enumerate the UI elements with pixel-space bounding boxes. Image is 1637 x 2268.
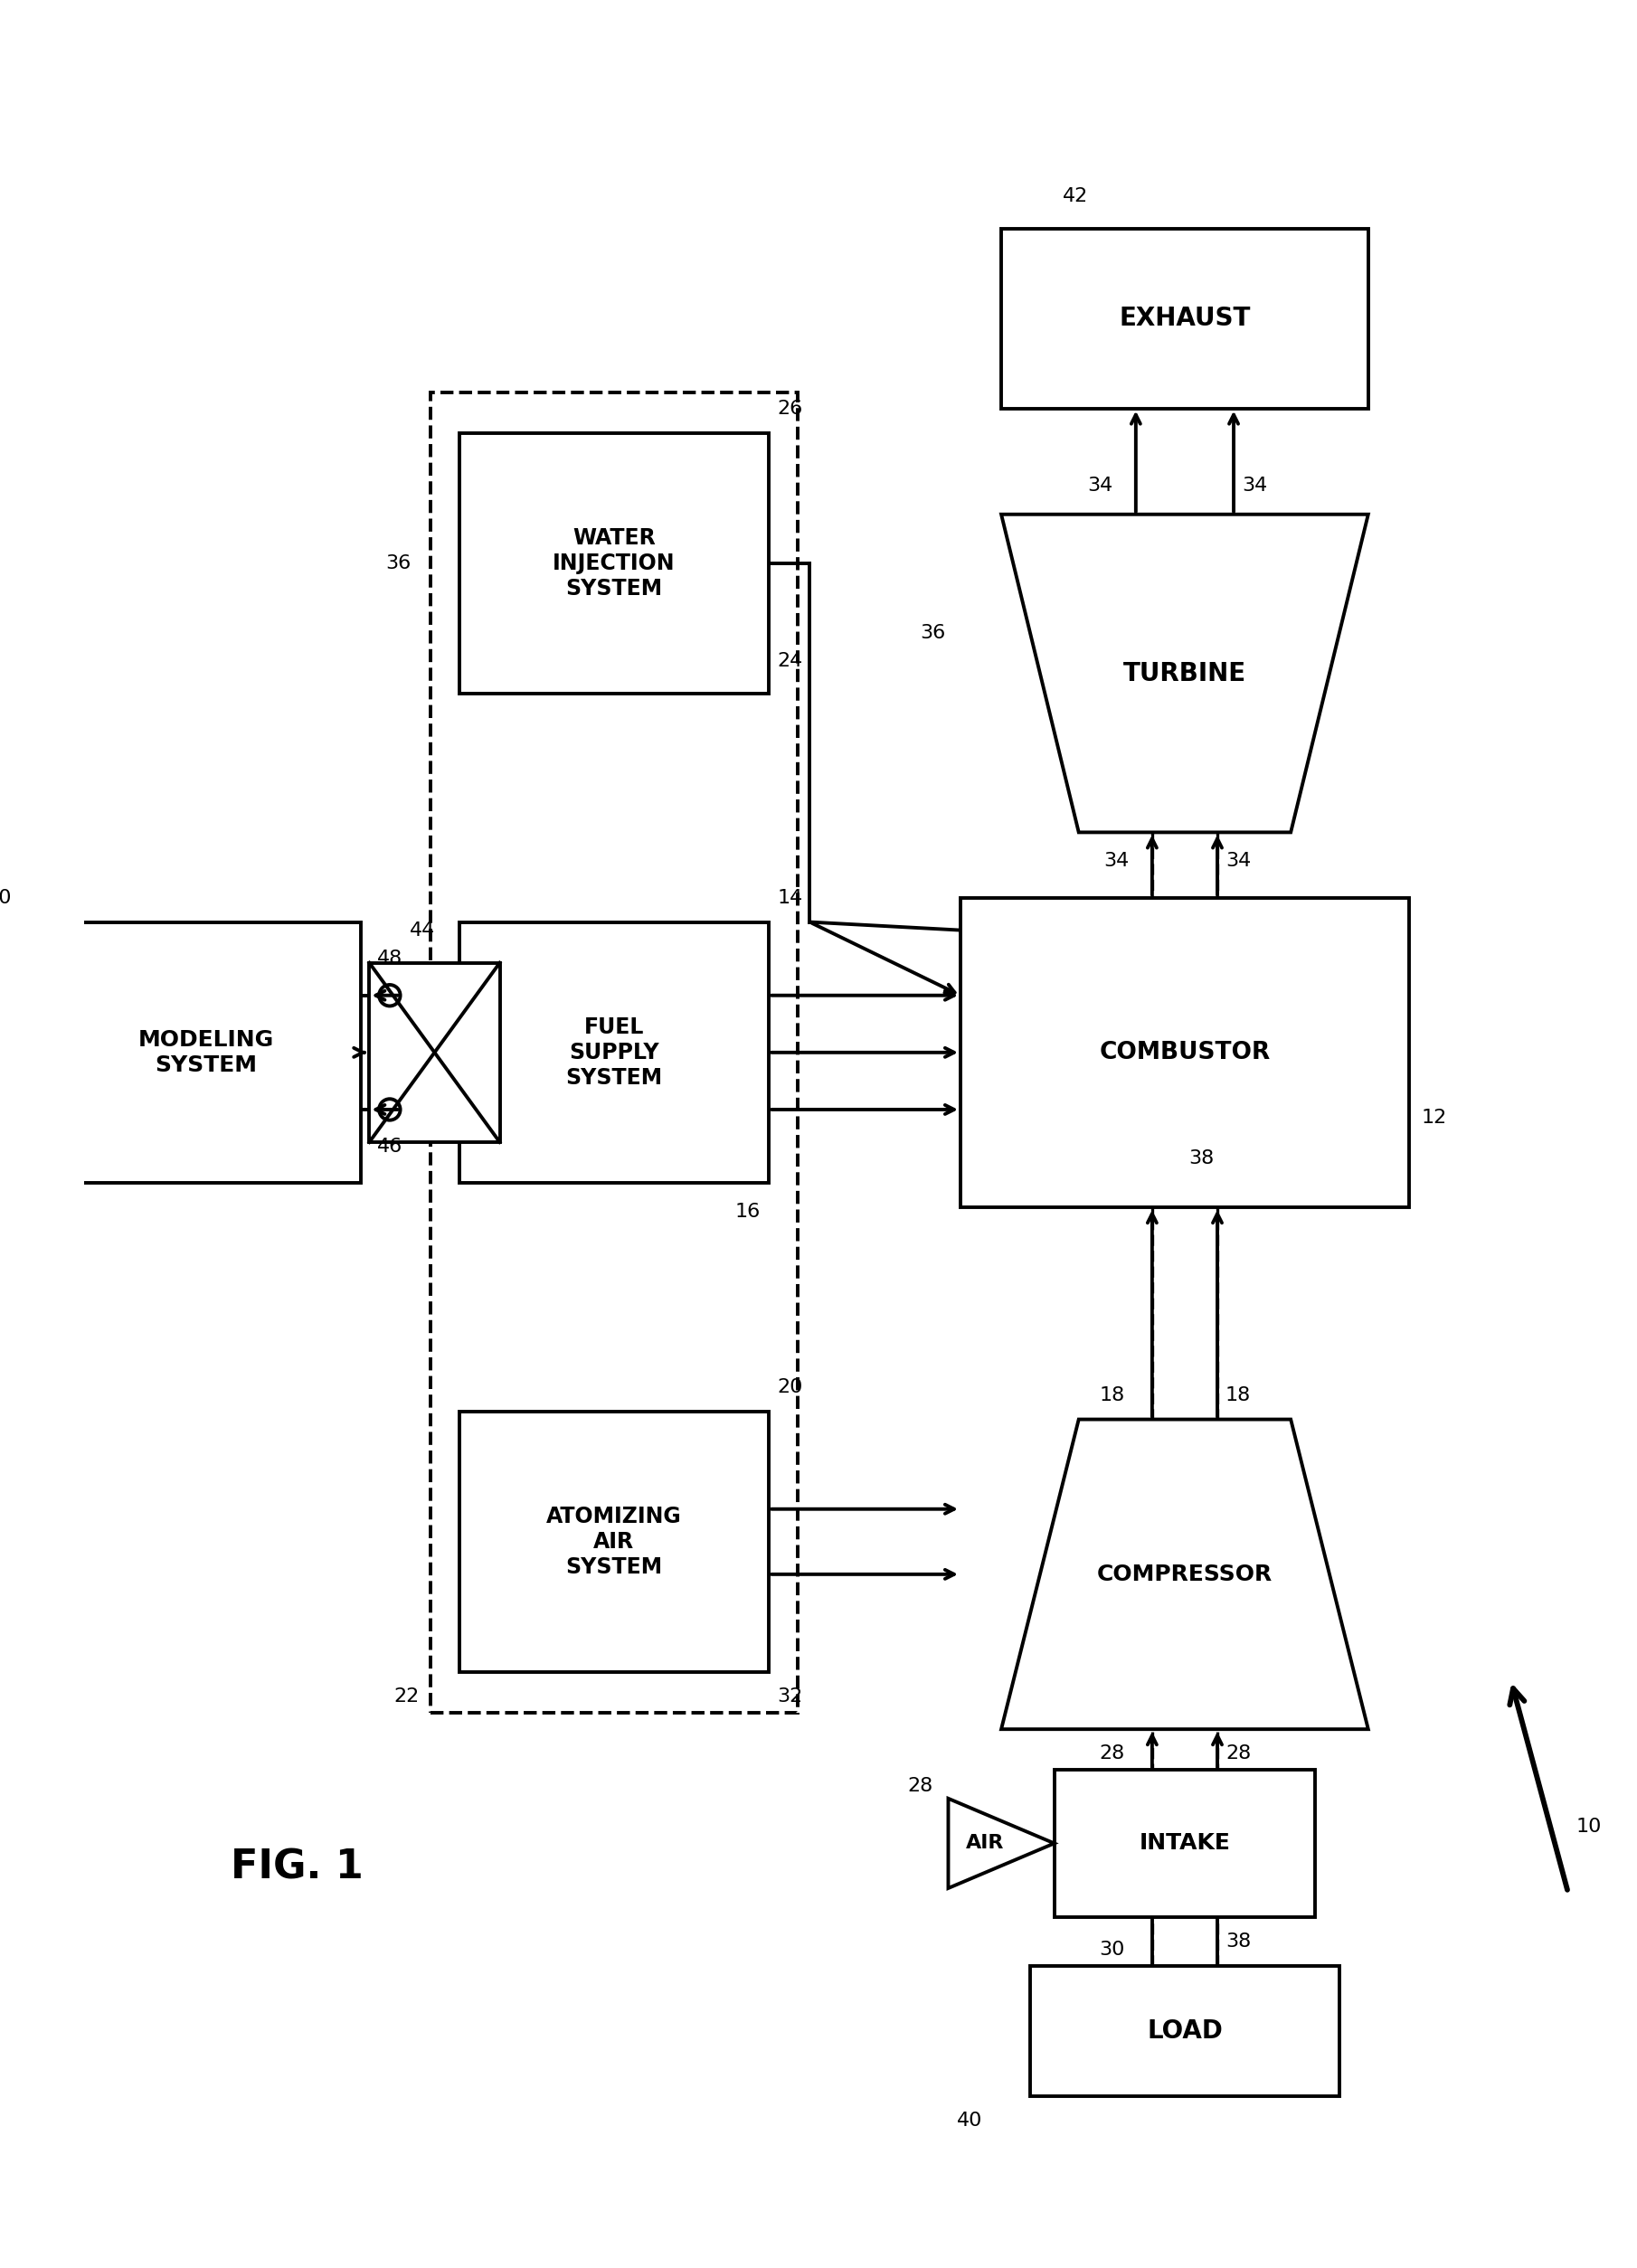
- Bar: [370, 964, 499, 1143]
- Bar: [961, 898, 1409, 1207]
- Text: 26: 26: [778, 399, 802, 417]
- Bar: [458, 1411, 769, 1672]
- Text: WATER
INJECTION
SYSTEM: WATER INJECTION SYSTEM: [553, 526, 674, 599]
- Text: 48: 48: [378, 950, 403, 968]
- Text: MODELING
SYSTEM: MODELING SYSTEM: [138, 1030, 273, 1075]
- Text: 16: 16: [735, 1202, 761, 1220]
- Bar: [431, 392, 797, 1712]
- Text: 38: 38: [1188, 1150, 1215, 1168]
- Text: 14: 14: [778, 889, 802, 907]
- Polygon shape: [1002, 1420, 1369, 1728]
- Text: LOAD: LOAD: [1148, 2019, 1223, 2043]
- Text: AIR: AIR: [966, 1835, 1003, 1853]
- Text: 36: 36: [386, 553, 411, 572]
- Text: 12: 12: [1421, 1109, 1447, 1127]
- Text: 32: 32: [778, 1687, 802, 1706]
- Bar: [1030, 1966, 1339, 2096]
- Text: FUEL
SUPPLY
SYSTEM: FUEL SUPPLY SYSTEM: [565, 1016, 663, 1089]
- Bar: [51, 923, 362, 1184]
- Text: 34: 34: [1242, 476, 1267, 494]
- Text: 46: 46: [378, 1136, 403, 1154]
- Bar: [1002, 229, 1369, 408]
- Bar: [458, 923, 769, 1184]
- Text: FIG. 1: FIG. 1: [231, 1848, 363, 1887]
- Text: 28: 28: [1226, 1744, 1251, 1762]
- Text: 28: 28: [907, 1778, 933, 1796]
- Text: 18: 18: [1098, 1386, 1125, 1404]
- Text: 34: 34: [1226, 853, 1251, 871]
- Text: TURBINE: TURBINE: [1123, 660, 1246, 685]
- Text: 42: 42: [1062, 188, 1089, 206]
- Polygon shape: [1002, 515, 1369, 832]
- Text: INTAKE: INTAKE: [1139, 1833, 1231, 1855]
- Text: 36: 36: [920, 624, 945, 642]
- Text: COMPRESSOR: COMPRESSOR: [1097, 1563, 1272, 1585]
- Text: 34: 34: [1103, 853, 1130, 871]
- Text: 38: 38: [1226, 1932, 1251, 1950]
- Text: COMBUSTOR: COMBUSTOR: [1098, 1041, 1270, 1064]
- Text: 40: 40: [956, 2112, 982, 2130]
- Text: 44: 44: [411, 921, 435, 939]
- Text: 20: 20: [778, 1377, 802, 1395]
- Text: 18: 18: [1226, 1386, 1251, 1404]
- Text: 24: 24: [778, 653, 802, 669]
- Polygon shape: [948, 1799, 1054, 1889]
- Bar: [1054, 1769, 1315, 1916]
- Text: 22: 22: [395, 1687, 419, 1706]
- Text: 34: 34: [1087, 476, 1113, 494]
- Text: 50: 50: [0, 889, 11, 907]
- Text: ATOMIZING
AIR
SYSTEM: ATOMIZING AIR SYSTEM: [547, 1506, 681, 1579]
- Text: 30: 30: [1098, 1941, 1125, 1957]
- Text: 10: 10: [1576, 1819, 1603, 1837]
- Text: EXHAUST: EXHAUST: [1120, 306, 1251, 331]
- Text: 28: 28: [1098, 1744, 1125, 1762]
- Bar: [458, 433, 769, 694]
